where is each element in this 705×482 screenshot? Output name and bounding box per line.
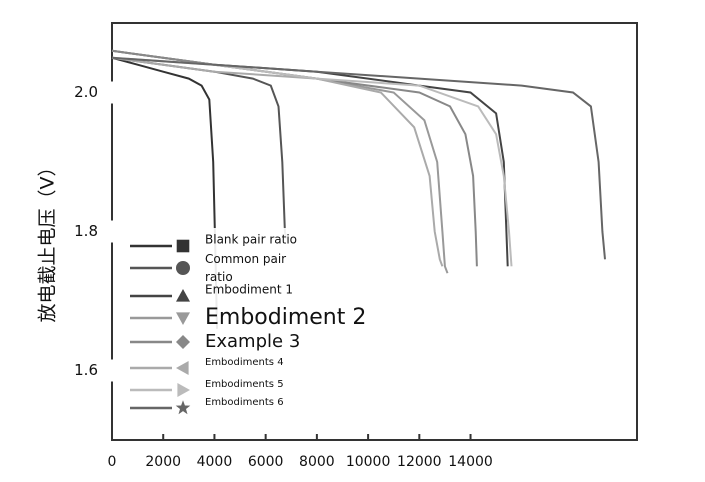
- series-line: [111, 56, 606, 260]
- legend-label: Blank pair ratio: [205, 233, 297, 247]
- x-tick-label: 0: [108, 454, 117, 470]
- legend-label: Embodiments 5: [205, 379, 284, 390]
- legend-label-line: Common pair: [205, 252, 286, 266]
- legend-label-line: ratio: [205, 270, 233, 284]
- series-line: [111, 56, 513, 267]
- legend-label: Common pair ratio: [205, 252, 286, 284]
- y-tick-bg: [62, 359, 124, 382]
- legend-marker: [176, 239, 190, 253]
- x-tick-label: 10000: [346, 454, 391, 470]
- legend-marker: [176, 289, 190, 302]
- legend-label: Embodiments 4: [205, 357, 284, 368]
- legend-label: Embodiment 1: [205, 283, 293, 297]
- legend-marker: [176, 261, 190, 275]
- series-line: [111, 56, 444, 267]
- y-axis-label: 放电截止电压（V）: [37, 158, 59, 323]
- x-tick-label: 12000: [397, 454, 442, 470]
- x-tick-label: 14000: [448, 454, 493, 470]
- legend-marker: [176, 335, 190, 349]
- legend-marker: [175, 400, 191, 415]
- y-tick-label: 1.8: [74, 222, 98, 240]
- y-tick-bg: [62, 220, 124, 243]
- y-tick-bg: [62, 81, 124, 104]
- legend-marker: [177, 383, 190, 397]
- legend-label: Embodiments 6: [205, 397, 284, 408]
- legend-bg: [122, 228, 302, 424]
- legend-marker: [176, 361, 189, 375]
- legend-label: Embodiment 2: [205, 305, 366, 330]
- x-tick-label: 8000: [299, 454, 335, 470]
- x-tick-label: 4000: [197, 454, 233, 470]
- x-tick-label: 2000: [145, 454, 181, 470]
- x-label-bg: [100, 448, 500, 478]
- legend-marker: [176, 312, 190, 325]
- legend-label: Example 3: [205, 331, 300, 352]
- y-tick-label: 1.6: [74, 361, 98, 379]
- y-tick-label: 2.0: [74, 83, 98, 101]
- x-tick-label: 6000: [248, 454, 284, 470]
